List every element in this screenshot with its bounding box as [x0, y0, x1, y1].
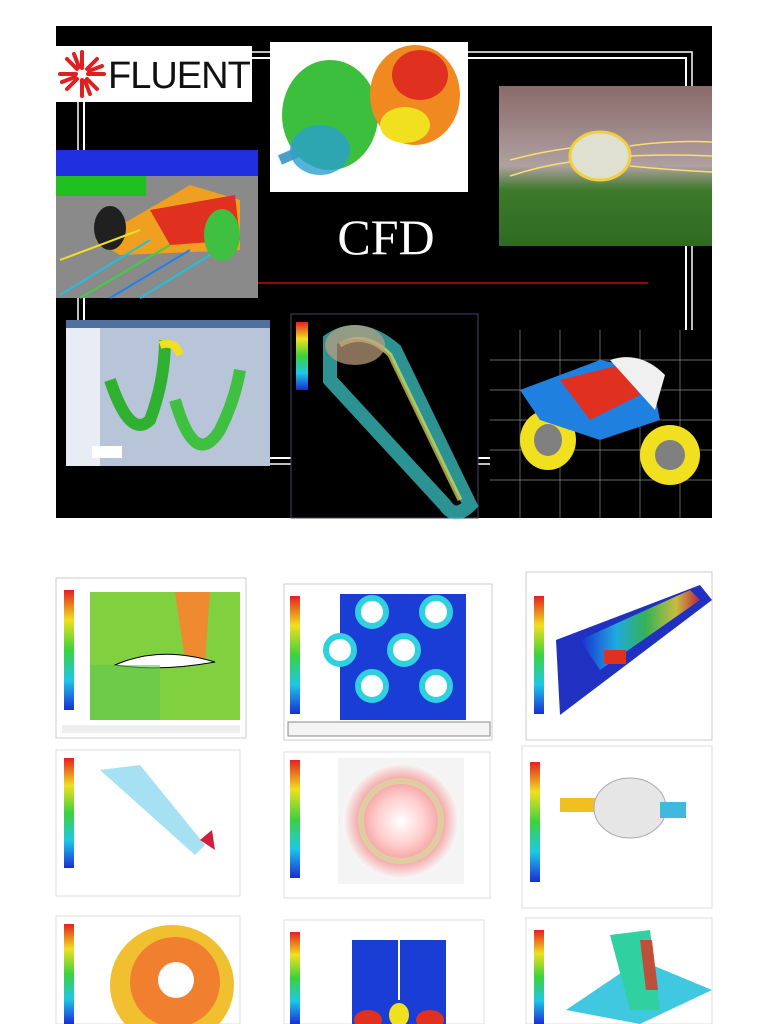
shape	[87, 64, 104, 73]
shape	[62, 725, 240, 733]
shape	[604, 650, 626, 664]
logo-text: FLUENT	[108, 55, 251, 97]
shape	[358, 778, 444, 864]
swirl-panel	[283, 751, 491, 899]
shape	[290, 760, 300, 878]
shape	[534, 930, 544, 1024]
shape	[387, 633, 421, 667]
plate-panel	[525, 571, 713, 741]
shape	[204, 209, 240, 261]
shape	[419, 669, 453, 703]
shape	[290, 932, 300, 1024]
channel-panel	[283, 919, 485, 1024]
shape	[323, 595, 453, 703]
shape	[610, 357, 665, 410]
shape	[56, 150, 258, 176]
cylinders-panel	[283, 583, 493, 741]
shape	[58, 50, 106, 98]
shape	[509, 147, 571, 161]
shape	[392, 50, 448, 100]
shape	[104, 339, 171, 431]
shape	[83, 79, 92, 96]
shape	[509, 140, 713, 177]
shape	[59, 239, 151, 296]
bike-image	[490, 330, 712, 518]
shape	[355, 669, 389, 703]
shape	[419, 595, 453, 629]
shape	[509, 161, 571, 177]
shape	[175, 592, 210, 660]
shape	[158, 962, 194, 998]
shape	[380, 107, 430, 143]
shape	[325, 325, 385, 365]
title: CFD	[337, 209, 434, 265]
shape	[560, 365, 640, 420]
shape	[66, 320, 100, 466]
cover-panel: FLUENT	[56, 26, 713, 520]
shape	[65, 57, 79, 71]
turbine-image	[270, 42, 468, 192]
shape	[290, 125, 350, 175]
shape	[354, 1010, 382, 1024]
shape	[568, 130, 632, 182]
fin-panel	[525, 917, 713, 1024]
shape	[169, 368, 246, 451]
shape	[200, 830, 215, 850]
shape	[158, 339, 184, 357]
shape	[629, 165, 713, 173]
shape	[64, 758, 74, 868]
logo: FLUENT	[56, 46, 252, 102]
spray-panel	[55, 749, 241, 897]
shape	[90, 665, 160, 720]
shape	[660, 802, 686, 818]
shape	[655, 440, 685, 470]
ball-image	[499, 86, 713, 246]
shape	[59, 229, 211, 299]
shape	[85, 77, 99, 91]
shape	[66, 320, 270, 328]
shape	[72, 52, 81, 69]
shape	[323, 633, 357, 667]
shape	[64, 924, 74, 1024]
cyclone-image	[290, 313, 479, 520]
shape	[65, 77, 79, 91]
muffler-panel	[521, 745, 713, 909]
shape	[296, 322, 308, 390]
shape	[55, 749, 241, 897]
shape	[389, 1003, 409, 1024]
shape	[64, 590, 74, 710]
result-gallery	[55, 571, 713, 1024]
shape	[100, 765, 205, 855]
shape	[92, 446, 122, 458]
shape	[416, 1010, 444, 1024]
shape	[355, 595, 389, 629]
shape	[94, 206, 126, 250]
shape	[640, 940, 658, 990]
shape	[560, 798, 600, 812]
shape	[521, 745, 713, 909]
shape	[109, 249, 191, 299]
shape	[287, 721, 491, 737]
shape	[56, 176, 146, 196]
shape	[60, 75, 77, 84]
shape	[629, 140, 713, 147]
shape	[534, 596, 544, 714]
shape	[85, 57, 99, 71]
shape	[593, 777, 667, 839]
pipes-image	[66, 320, 270, 466]
shape	[59, 229, 141, 261]
airfoil-panel	[55, 577, 247, 739]
shape	[530, 762, 540, 882]
car-image	[56, 150, 258, 299]
shape	[139, 254, 211, 299]
volute-panel	[55, 915, 241, 1024]
shape	[290, 596, 300, 714]
shape	[534, 424, 562, 456]
shape	[629, 154, 713, 157]
shape	[79, 244, 171, 299]
